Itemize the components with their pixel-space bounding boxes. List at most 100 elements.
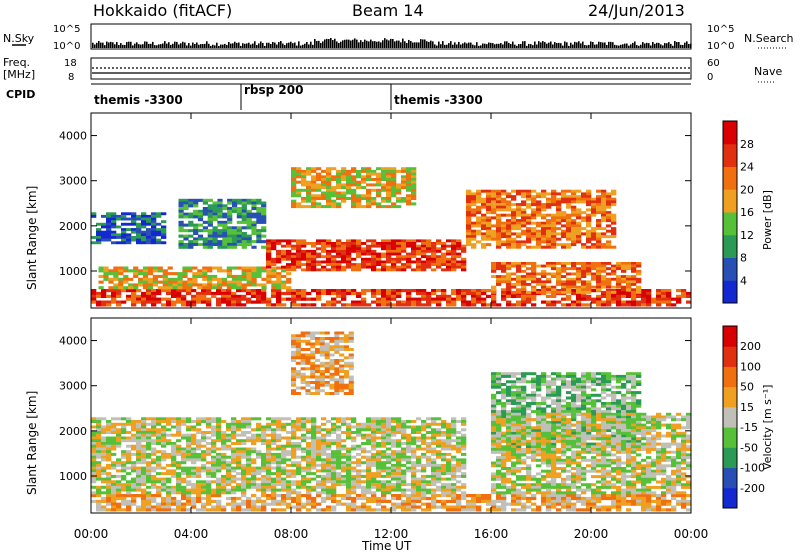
heatmap-cell xyxy=(111,491,117,495)
heatmap-cell xyxy=(346,474,352,478)
heatmap-cell xyxy=(611,277,617,281)
heatmap-cell xyxy=(236,452,242,456)
heatmap-cell xyxy=(411,431,417,434)
heatmap-cell xyxy=(326,249,332,253)
heatmap-cell xyxy=(491,502,497,506)
nsky-bar xyxy=(220,44,222,48)
heatmap-cell xyxy=(521,232,527,236)
heatmap-cell xyxy=(536,203,542,207)
heatmap-cell xyxy=(331,463,337,467)
heatmap-cell xyxy=(251,477,257,481)
heatmap-cell xyxy=(276,289,282,293)
heatmap-cell xyxy=(386,205,392,209)
heatmap-cell xyxy=(146,241,152,245)
heatmap-cell xyxy=(91,420,97,423)
heatmap-cell xyxy=(331,205,337,209)
heatmap-cell xyxy=(586,267,592,271)
heatmap-cell xyxy=(391,428,397,432)
heatmap-cell xyxy=(256,229,262,233)
heatmap-cell xyxy=(106,444,112,448)
heatmap-cell xyxy=(546,288,552,292)
heatmap-cell xyxy=(391,431,397,434)
heatmap-cell xyxy=(446,257,452,261)
heatmap-cell xyxy=(261,436,267,440)
heatmap-cell xyxy=(601,262,607,265)
heatmap-cell xyxy=(311,425,317,429)
heatmap-cell xyxy=(376,450,382,454)
heatmap-cell xyxy=(361,450,367,454)
heatmap-cell xyxy=(96,238,102,242)
nsky-bar xyxy=(664,43,666,48)
heatmap-cell xyxy=(366,491,372,495)
heatmap-cell xyxy=(546,300,552,304)
heatmap-cell xyxy=(211,488,217,492)
heatmap-cell xyxy=(291,186,297,190)
nsky-bar xyxy=(196,42,198,48)
heatmap-cell xyxy=(331,178,337,181)
heatmap-cell xyxy=(147,283,154,287)
heatmap-cell xyxy=(261,286,267,290)
heatmap-cell xyxy=(436,255,442,259)
heatmap-cell xyxy=(191,461,197,465)
heatmap-cell xyxy=(266,417,272,421)
heatmap-cell xyxy=(206,469,212,473)
heatmap-cell xyxy=(511,221,517,225)
nsky-bar xyxy=(324,39,326,48)
heatmap-cell xyxy=(156,450,162,454)
nsky-bar xyxy=(352,39,354,48)
heatmap-cell xyxy=(556,277,562,281)
heatmap-cell xyxy=(646,508,652,512)
heatmap-cell xyxy=(226,274,232,278)
heatmap-cell xyxy=(311,472,317,476)
heatmap-cell xyxy=(281,499,287,503)
heatmap-cell xyxy=(131,439,137,443)
heatmap-cell xyxy=(451,439,457,443)
heatmap-cell xyxy=(476,229,482,233)
heatmap-cell xyxy=(566,224,572,228)
heatmap-cell xyxy=(596,280,602,284)
heatmap-cell xyxy=(381,442,387,445)
heatmap-cell xyxy=(91,461,97,465)
heatmap-cell xyxy=(151,230,157,234)
heatmap-cell xyxy=(121,477,127,481)
heatmap-cell xyxy=(196,291,202,296)
heatmap-cell xyxy=(256,274,262,278)
heatmap-cell xyxy=(346,303,352,307)
nsky-bar xyxy=(328,39,330,48)
heatmap-cell xyxy=(476,224,482,228)
heatmap-cell xyxy=(641,494,647,498)
heatmap-cell xyxy=(126,452,132,456)
heatmap-cell xyxy=(106,289,112,293)
heatmap-cell xyxy=(581,303,587,307)
heatmap-cell xyxy=(306,265,312,269)
heatmap-cell xyxy=(261,226,267,230)
heatmap-cell xyxy=(341,242,347,245)
heatmap-cell xyxy=(216,461,222,465)
heatmap-cell xyxy=(346,452,352,456)
heatmap-cell xyxy=(291,469,297,473)
heatmap-cell xyxy=(271,461,277,465)
heatmap-cell xyxy=(536,283,542,286)
heatmap-cell xyxy=(341,257,347,261)
heatmap-cell xyxy=(411,183,417,187)
heatmap-cell xyxy=(596,297,602,301)
heatmap-cell xyxy=(421,480,427,484)
heatmap-cell xyxy=(111,463,117,467)
heatmap-cell xyxy=(296,167,302,171)
heatmap-cell xyxy=(271,286,277,290)
heatmap-cell xyxy=(321,428,327,432)
heatmap-cell xyxy=(251,499,257,503)
heatmap-cell xyxy=(202,220,208,224)
heatmap-cell xyxy=(201,417,207,421)
heatmap-cell xyxy=(306,480,312,484)
heatmap-cell xyxy=(311,257,317,261)
heatmap-cell xyxy=(178,226,184,230)
heatmap-cell xyxy=(341,494,347,498)
heatmap-cell xyxy=(406,444,412,448)
heatmap-cell xyxy=(636,285,642,289)
heatmap-cell xyxy=(121,230,127,234)
heatmap-cell xyxy=(451,249,457,253)
heatmap-cell xyxy=(451,265,457,269)
heatmap-cell xyxy=(156,228,162,231)
heatmap-cell xyxy=(311,265,317,269)
